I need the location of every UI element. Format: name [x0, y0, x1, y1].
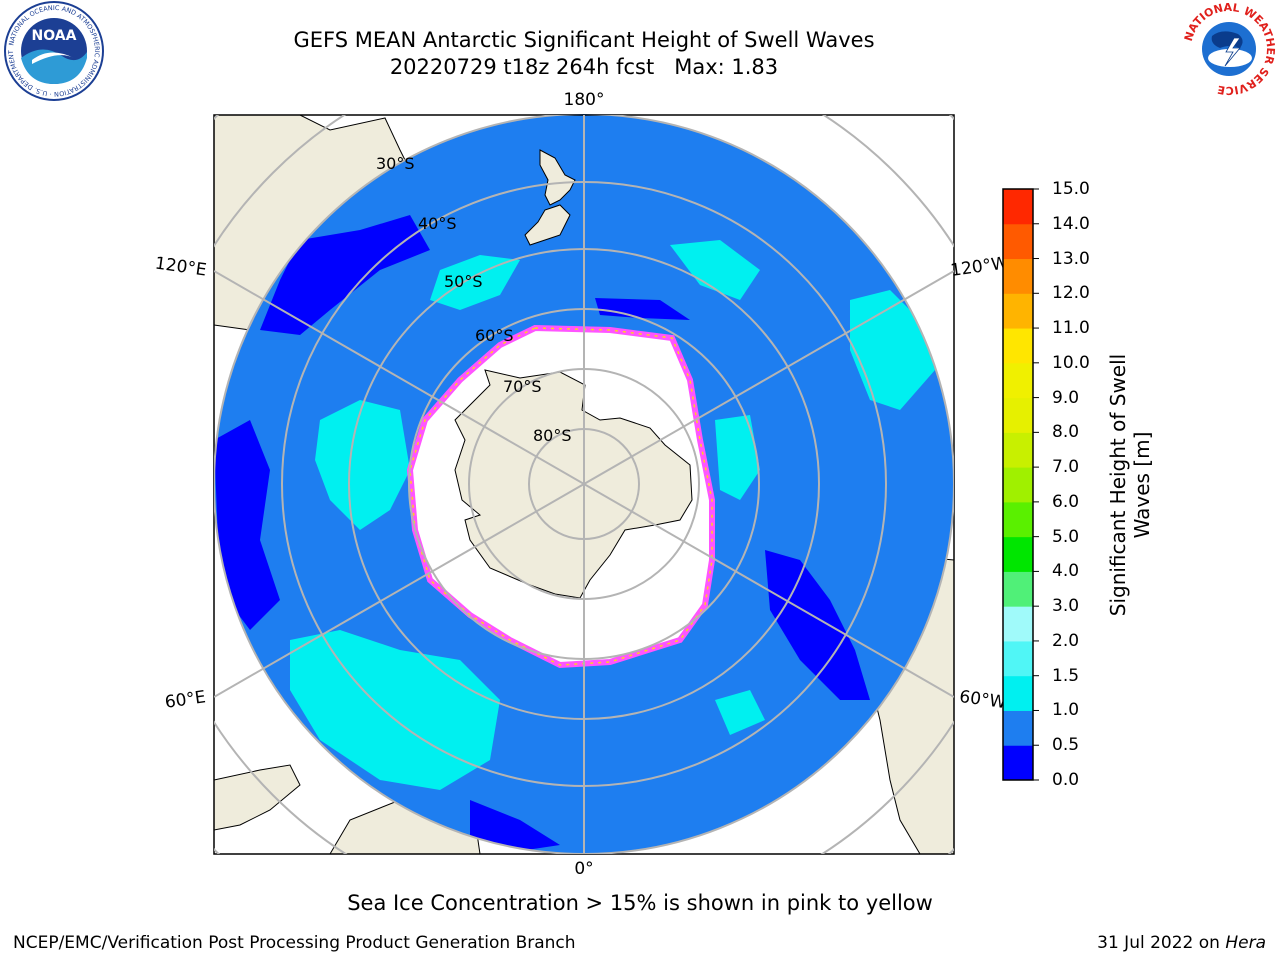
colorbar-tick-label: 9.0 [1052, 387, 1080, 408]
colorbar-segment [1003, 675, 1033, 711]
colorbar-segment [1003, 397, 1033, 433]
colorbar-segment [1003, 536, 1033, 572]
colorbar-tick-label: 1.0 [1052, 700, 1080, 721]
colorbar-tick-label: 1.5 [1052, 665, 1080, 686]
colorbar-tick-label: 14.0 [1052, 213, 1090, 234]
colorbar-tick-label: 15.0 [1052, 179, 1090, 199]
footer-machine: Hera [1225, 933, 1266, 953]
footer-credit: NCEP/EMC/Verification Post Processing Pr… [13, 933, 576, 953]
colorbar-tick-label: 0.0 [1052, 770, 1080, 790]
colorbar-tick-label: 0.5 [1052, 735, 1080, 756]
new-zealand-south [524, 204, 571, 246]
colorbar-segment [1003, 258, 1033, 294]
swell-cyan-region-1 [315, 400, 410, 530]
lon-label-60e: 60°E [164, 687, 207, 712]
colorbar-tick-label: 6.0 [1052, 491, 1080, 512]
swell-low-region-3 [765, 550, 870, 700]
colorbar-segment [1003, 606, 1033, 642]
swell-cyan-region-5 [670, 240, 760, 300]
lon-label-120e: 120°E [154, 254, 208, 281]
lat-label-40s: 40°S [418, 214, 457, 233]
lon-label-60w: 60°W [958, 687, 1007, 713]
swell-cyan-region-2 [290, 630, 500, 790]
noaa-logo-text: NOAA [32, 28, 77, 44]
colorbar-segment [1003, 432, 1033, 468]
colorbar-tick-label: 7.0 [1052, 457, 1080, 478]
colorbar-label: Significant Height of Swell Waves [m] [1106, 353, 1154, 617]
colorbar-segment [1003, 571, 1033, 607]
colorbar-segment [1003, 328, 1033, 364]
colorbar-tick-label: 2.0 [1052, 630, 1080, 651]
footer-date: 31 Jul 2022 on Hera [1097, 933, 1266, 953]
colorbar-segment [1003, 501, 1033, 538]
lat-label-30s: 30°S [376, 154, 415, 173]
lat-label-80s: 80°S [533, 426, 572, 445]
sea-ice-note: Sea Ice Concentration > 15% is shown in … [347, 891, 933, 915]
noaa-logo: NATIONAL OCEANIC AND ATMOSPHERIC ADMINIS… [2, 0, 104, 101]
colorbar-segment [1003, 293, 1033, 329]
colorbar-segment [1003, 640, 1033, 677]
colorbar-segment [1003, 189, 1033, 225]
colorbar-tick-label: 8.0 [1052, 422, 1080, 443]
nws-logo: NATIONAL WEATHER SERVICE [1182, 1, 1277, 97]
colorbar-tick-label: 5.0 [1052, 526, 1080, 547]
chart-subtitle: 20220729 t18z 264h fcst Max: 1.83 [389, 55, 779, 79]
footer-date-text: 31 Jul 2022 on [1097, 933, 1220, 953]
colorbar-tick-label: 12.0 [1052, 283, 1090, 304]
new-zealand-north [539, 149, 576, 206]
colorbar-border [1002, 188, 1034, 781]
colorbar-tick-label: 13.0 [1052, 248, 1090, 269]
lon-label-120w: 120°W [949, 253, 1009, 281]
lat-label-50s: 50°S [444, 272, 483, 291]
colorbar-segment [1003, 710, 1033, 746]
colorbar-segment [1003, 223, 1033, 260]
swell-cyan-region-3 [850, 290, 935, 410]
colorbar-segment [1003, 362, 1033, 399]
colorbar-tick-label: 3.0 [1052, 596, 1080, 617]
swell-cyan-region-6 [715, 415, 760, 500]
lat-label-60s: 60°S [475, 326, 514, 345]
antarctica-landmass [454, 369, 693, 599]
swell-low-region-4 [595, 298, 690, 320]
colorbar-segment [1003, 745, 1033, 781]
swell-low-region-2 [214, 420, 280, 630]
swell-cyan-region-7 [715, 690, 765, 735]
colorbar-tick-label: 4.0 [1052, 561, 1080, 582]
lat-label-70s: 70°S [503, 377, 542, 396]
swell-cyan-region-4 [430, 255, 520, 310]
swell-low-region-5 [470, 800, 560, 854]
colorbar-segment [1003, 467, 1033, 503]
colorbar-tick-label: 10.0 [1052, 352, 1090, 373]
lon-label-180: 180° [564, 90, 605, 110]
colorbar-tick-label: 11.0 [1052, 318, 1090, 339]
chart-title: GEFS MEAN Antarctic Significant Height o… [293, 28, 875, 52]
colorbar [1002, 188, 1039, 781]
graticule [214, 115, 954, 854]
lon-label-0: 0° [574, 859, 593, 879]
